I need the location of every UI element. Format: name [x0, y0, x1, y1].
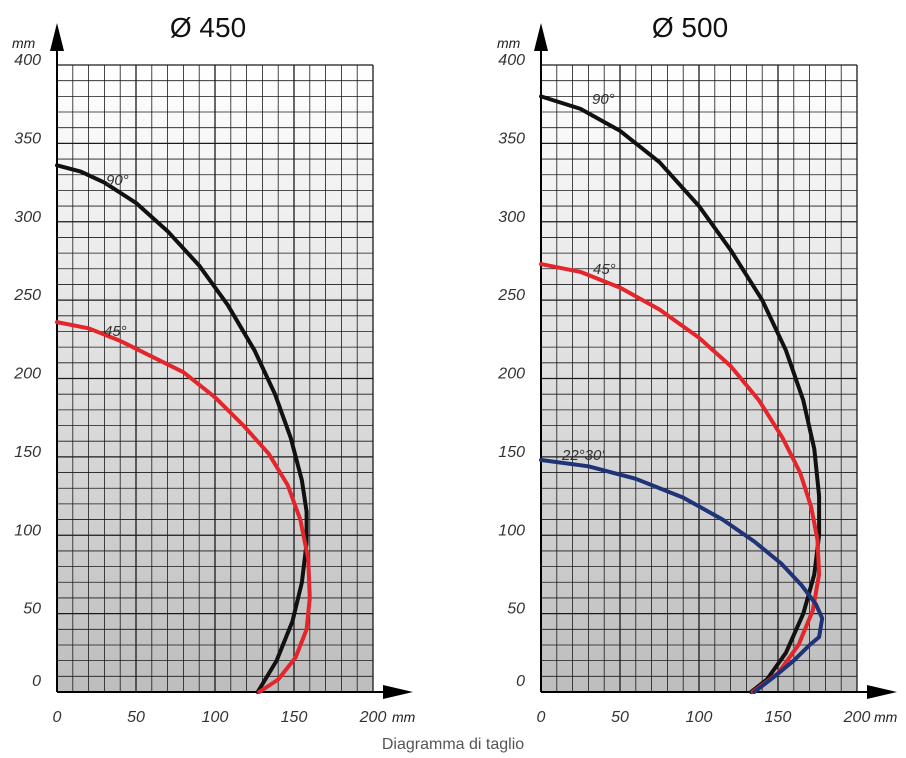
y-tick-label: 300	[14, 209, 41, 226]
y-axis-unit: mm	[12, 35, 36, 51]
y-tick-label: 50	[23, 601, 41, 618]
curve-label-90: 90°	[106, 172, 129, 189]
series-group	[55, 163, 312, 694]
grid	[541, 64, 858, 692]
axes	[50, 23, 413, 699]
x-tick-label: 200	[843, 709, 871, 726]
x-tick-label: 50	[127, 709, 145, 726]
curve-label-90: 90°	[592, 91, 615, 108]
y-tick-label: 150	[14, 444, 41, 461]
y-axis-arrow	[534, 23, 548, 51]
x-tick-label: 100	[686, 709, 713, 726]
y-axis-unit: mm	[497, 35, 521, 51]
chart-diameter-450: Ø 450 0 50 100 150 200 0 50 100 150 200 250 300 350 4…	[12, 12, 416, 726]
series-group	[539, 94, 825, 694]
tick-labels: 0 50 100 150 200 0 50 100 150 200 250 300 350 400	[13, 52, 386, 726]
y-tick-label: 100	[14, 522, 41, 539]
x-axis-unit: mm	[392, 709, 416, 725]
y-tick-label: 250	[497, 287, 525, 304]
y-tick-label: 150	[498, 444, 525, 461]
series-line-black	[55, 163, 309, 694]
series-line-blue	[539, 458, 825, 694]
curve-label-45: 45°	[104, 323, 127, 340]
y-tick-label: 350	[498, 130, 525, 147]
axes	[534, 23, 897, 699]
tick-labels: 0 50 100 150 200 0 50 100 150 200 250 300 350 400	[497, 52, 870, 726]
chart-diameter-500: Ø 500 0 50 100 150 200 0 50 100 150 200 250 300 350 4…	[497, 12, 898, 726]
y-tick-label: 250	[13, 287, 41, 304]
x-tick-label: 200	[359, 709, 387, 726]
y-tick-label: 100	[498, 522, 525, 539]
x-tick-label: 0	[53, 709, 62, 726]
series-line-red	[55, 320, 312, 694]
x-tick-label: 150	[281, 709, 308, 726]
x-tick-label: 100	[202, 709, 229, 726]
y-axis-arrow	[50, 23, 64, 51]
y-tick-label: 200	[497, 366, 525, 383]
curve-label-45: 45°	[593, 261, 616, 278]
y-tick-label: 0	[32, 673, 41, 690]
y-tick-label: 300	[498, 209, 525, 226]
y-tick-label: 350	[14, 130, 41, 147]
x-tick-label: 0	[537, 709, 546, 726]
x-axis-arrow	[383, 685, 413, 699]
y-tick-label: 0	[516, 673, 525, 690]
series-line-red	[539, 262, 822, 694]
y-tick-label: 200	[13, 366, 41, 383]
y-tick-label: 400	[498, 52, 525, 69]
chart-title: Ø 500	[652, 12, 728, 43]
y-tick-label: 400	[14, 52, 41, 69]
grid	[57, 64, 374, 692]
x-tick-label: 150	[765, 709, 792, 726]
x-tick-label: 50	[611, 709, 629, 726]
diagram-caption: Diagramma di taglio	[381, 736, 525, 753]
y-tick-label: 50	[507, 601, 525, 618]
curve-label-22-30: 22°30'	[561, 447, 605, 464]
chart-title: Ø 450	[170, 12, 246, 43]
x-axis-unit: mm	[874, 709, 898, 725]
x-axis-arrow	[867, 685, 897, 699]
series-line-black	[539, 94, 822, 694]
